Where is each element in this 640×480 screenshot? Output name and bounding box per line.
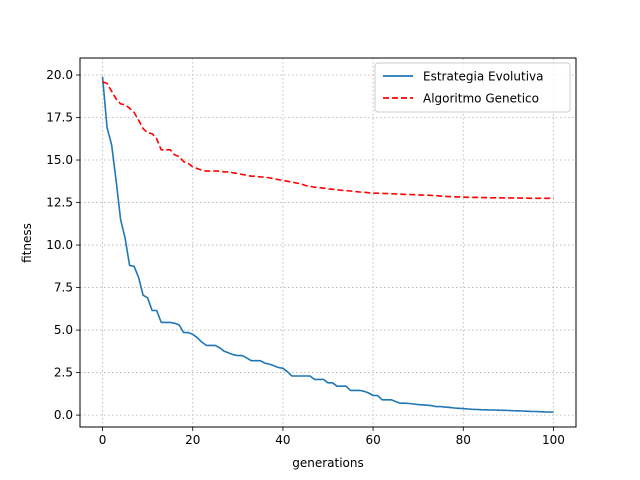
- x-axis-ticks: 0 20 40 60 80 100: [99, 427, 565, 447]
- x-axis-label: generations: [292, 456, 364, 470]
- x-tick-label: 0: [99, 433, 107, 447]
- y-axis-ticks: 0.0 2.5 5.0 7.5 10.0 12.5 15.0 17.5 20.0: [46, 68, 80, 422]
- y-tick-label: 20.0: [46, 68, 73, 82]
- legend-box: [374, 62, 571, 113]
- series-layer: [101, 76, 554, 413]
- legend-label-estrategia-evolutiva: Estrategia Evolutiva: [423, 70, 544, 84]
- legend-label-algoritmo-genetico: Algoritmo Genetico: [423, 92, 539, 106]
- x-tick-label: 80: [456, 433, 471, 447]
- y-tick-label: 7.5: [54, 281, 73, 295]
- series-line-estrategia-evolutiva: [101, 76, 554, 413]
- x-tick-label: 40: [275, 433, 290, 447]
- y-tick-label: 5.0: [54, 323, 73, 337]
- axes-frame: [79, 57, 577, 428]
- x-tick-label: 100: [542, 433, 565, 447]
- y-tick-label: 10.0: [46, 238, 73, 252]
- y-tick-label: 2.5: [54, 366, 73, 380]
- x-tick-label: 60: [365, 433, 380, 447]
- series-line-algoritmo-genetico: [102, 81, 554, 200]
- legend: Estrategia Evolutiva Algoritmo Genetico: [374, 62, 571, 113]
- y-axis-label: fitness: [20, 223, 34, 263]
- y-tick-label: 0.0: [54, 408, 73, 422]
- y-tick-label: 15.0: [46, 153, 73, 167]
- y-tick-label: 17.5: [46, 111, 73, 125]
- y-tick-label: 12.5: [46, 196, 73, 210]
- x-tick-label: 20: [185, 433, 200, 447]
